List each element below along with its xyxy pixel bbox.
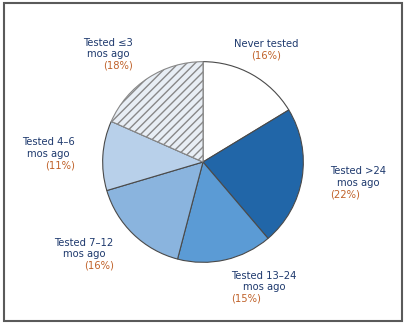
Text: (16%): (16%): [250, 51, 280, 61]
Text: (16%): (16%): [83, 261, 113, 271]
Text: (18%): (18%): [103, 61, 132, 71]
Wedge shape: [107, 162, 202, 259]
Text: (11%): (11%): [45, 160, 75, 170]
Wedge shape: [202, 110, 303, 238]
Text: Tested 4–6
mos ago: Tested 4–6 mos ago: [22, 137, 75, 159]
Text: Tested ≤3
mos ago: Tested ≤3 mos ago: [83, 38, 132, 59]
Text: Tested 7–12
mos ago: Tested 7–12 mos ago: [54, 238, 113, 259]
Text: Tested 13–24
mos ago: Tested 13–24 mos ago: [231, 271, 296, 292]
Text: (22%): (22%): [329, 189, 359, 199]
Wedge shape: [111, 62, 202, 162]
Wedge shape: [177, 162, 267, 262]
Text: Tested >24
mos ago: Tested >24 mos ago: [329, 166, 385, 188]
Wedge shape: [202, 62, 288, 162]
Text: (15%): (15%): [231, 294, 261, 304]
Wedge shape: [102, 122, 202, 191]
Text: Never tested: Never tested: [233, 39, 298, 49]
